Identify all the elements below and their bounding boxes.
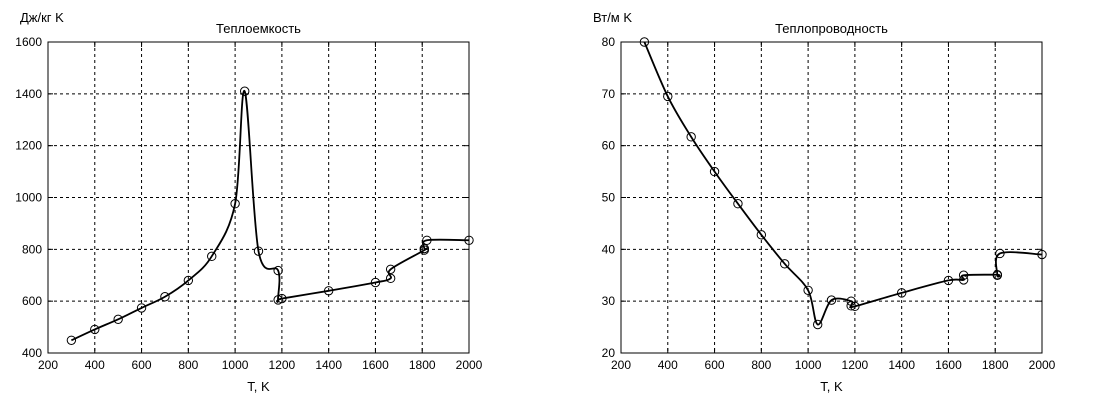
data-point: [850, 301, 860, 312]
data-point: [240, 86, 250, 96]
x-tick-label: 1600: [362, 358, 389, 372]
y-tick-label: 70: [602, 87, 616, 101]
data-point: [422, 235, 432, 245]
data-point: [323, 286, 334, 296]
data-point: [90, 324, 100, 335]
series-line: [71, 90, 470, 342]
data-point: [756, 230, 767, 240]
y-tick-label: 20: [602, 346, 616, 360]
y-tick-label: 1400: [15, 87, 42, 101]
data-point: [709, 166, 720, 177]
y-tick-label: 400: [22, 346, 42, 360]
data-point: [995, 248, 1005, 259]
data-point: [370, 277, 381, 288]
y-tick-label: 1600: [15, 35, 42, 49]
data-point: [992, 270, 1003, 280]
data-point: [464, 235, 474, 245]
x-tick-label: 1800: [409, 358, 436, 372]
y-tick-label: 1000: [15, 191, 42, 205]
data-point: [686, 132, 696, 142]
y-tick-label: 60: [602, 139, 616, 153]
y-tick-label: 40: [602, 242, 616, 256]
x-tick-label: 200: [38, 358, 58, 372]
x-tick-label: 400: [85, 358, 105, 372]
x-tick-label: 800: [751, 358, 771, 372]
data-point: [66, 335, 77, 346]
series-line: [643, 41, 1043, 326]
y-tick-label: 30: [602, 294, 616, 308]
data-point: [136, 303, 147, 313]
x-tick-label: 2000: [1029, 358, 1056, 372]
data-point: [183, 275, 194, 286]
x-tick-label: 1400: [888, 358, 915, 372]
y-axis-label: Вт/м K: [593, 10, 632, 25]
data-point: [958, 275, 969, 285]
data-point: [273, 265, 283, 276]
y-tick-label: 1200: [15, 139, 42, 153]
data-point: [733, 199, 743, 209]
x-tick-label: 2000: [456, 358, 483, 372]
y-tick-label: 80: [602, 35, 616, 49]
data-point: [780, 259, 790, 269]
data-point: [639, 37, 650, 47]
x-tick-label: 200: [611, 358, 631, 372]
data-point: [160, 292, 170, 302]
x-tick-label: 400: [658, 358, 678, 372]
data-point: [207, 251, 217, 262]
y-tick-label: 600: [22, 294, 42, 308]
x-axis-label: T, K: [820, 379, 843, 394]
data-point: [230, 199, 240, 209]
x-tick-label: 1000: [795, 358, 822, 372]
x-tick-label: 1400: [315, 358, 342, 372]
x-tick-label: 1800: [982, 358, 1009, 372]
data-point: [419, 243, 430, 254]
data-point: [663, 91, 673, 102]
x-axis-label: T, K: [247, 379, 270, 394]
data-point: [253, 246, 264, 256]
chart-title: Теплопроводность: [775, 21, 888, 36]
x-tick-label: 1200: [842, 358, 869, 372]
x-tick-label: 600: [132, 358, 152, 372]
x-tick-label: 600: [705, 358, 725, 372]
chart-2: 200 400 600 800 1000 1200 1400 1600 1800 2000 20 30…: [593, 10, 1056, 394]
data-point: [896, 288, 907, 298]
data-point: [113, 314, 123, 325]
data-point: [273, 295, 283, 305]
data-point: [846, 301, 856, 311]
y-tick-label: 800: [22, 242, 42, 256]
y-axis-label: Дж/кг K: [20, 10, 64, 25]
x-tick-label: 1000: [222, 358, 249, 372]
data-point: [385, 264, 396, 274]
chart-1: 200 400 600 800 1000 1200 1400 1600 1800 20004006…: [15, 10, 482, 394]
data-point: [826, 295, 837, 305]
data-point: [813, 319, 823, 330]
x-tick-label: 1200: [269, 358, 296, 372]
y-tick-label: 50: [602, 191, 616, 205]
chart-title: Теплоемкость: [216, 21, 301, 36]
data-point: [1037, 249, 1047, 260]
data-point: [803, 285, 813, 295]
data-point: [385, 273, 396, 284]
data-point: [943, 275, 954, 286]
data-point: [958, 270, 969, 280]
data-point: [277, 293, 287, 304]
x-tick-label: 800: [178, 358, 198, 372]
x-tick-label: 1600: [935, 358, 962, 372]
